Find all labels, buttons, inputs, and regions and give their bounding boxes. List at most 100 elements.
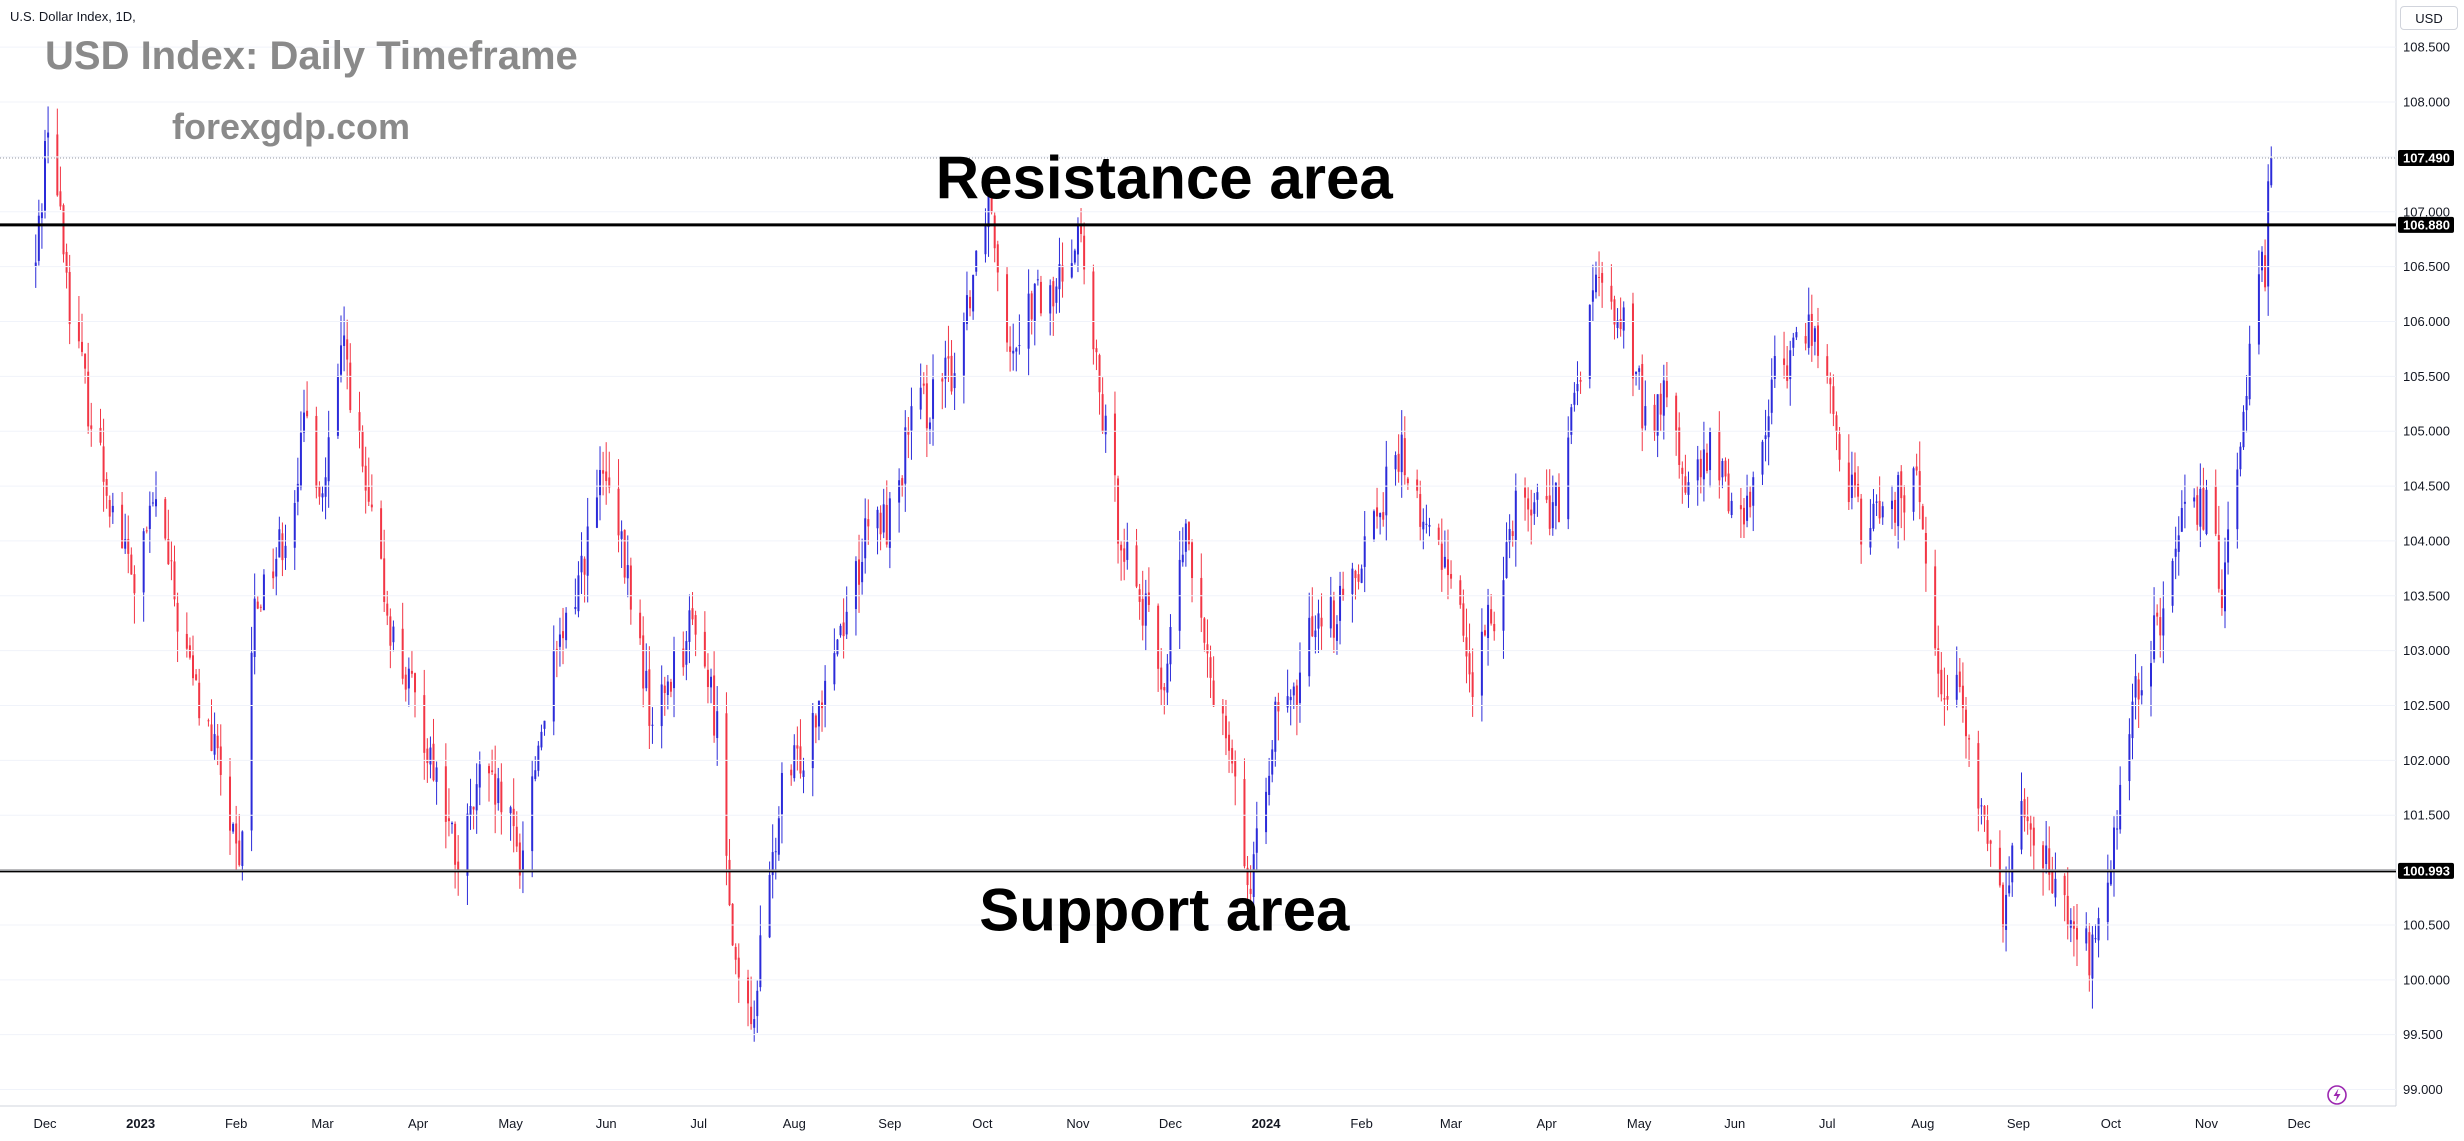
candle-body <box>1804 336 1807 344</box>
candle-body <box>188 645 191 658</box>
candle-body <box>444 766 447 822</box>
time-tick-label: Aug <box>783 1116 806 1131</box>
candle-body <box>2140 690 2143 696</box>
candle-body <box>262 574 265 611</box>
candle-body <box>586 526 589 576</box>
candle-body <box>1989 840 1992 844</box>
candle-body <box>124 539 127 549</box>
candle-body <box>1678 427 1681 465</box>
candle-body <box>1394 455 1397 470</box>
candle-body <box>947 356 950 359</box>
candle-body <box>1961 685 1964 709</box>
candle-body <box>2011 845 2014 883</box>
candle-body <box>2088 932 2091 976</box>
candle-body <box>839 625 842 636</box>
candle-body <box>2134 676 2137 698</box>
candle-body <box>62 205 65 255</box>
candle-body <box>1428 524 1431 527</box>
candle-body <box>293 502 296 548</box>
candle-body <box>1255 828 1258 853</box>
candle-body <box>1752 477 1755 506</box>
candle-body <box>232 824 235 832</box>
candle-body <box>1937 648 1940 674</box>
candle-body <box>2227 529 2230 563</box>
candle-body <box>854 561 857 610</box>
candle-body <box>1826 356 1829 377</box>
candle-body <box>1533 502 1536 514</box>
candle-body <box>824 680 827 705</box>
candle-body <box>1289 696 1292 701</box>
candle-body <box>494 773 497 805</box>
price-tick-label: 103.500 <box>2403 588 2450 603</box>
candle-body <box>512 808 515 827</box>
candle-body <box>1983 805 1986 817</box>
candle-body <box>2023 799 2026 818</box>
symbol-info[interactable]: U.S. Dollar Index, 1D, <box>10 9 136 24</box>
candle-body <box>457 861 460 872</box>
time-axis[interactable]: Dec 2023 Feb Mar Apr May Jun Jul Aug Sep Oct Nov Dec… <box>33 1116 2311 1131</box>
candle-body <box>928 422 931 429</box>
candle-body <box>1702 449 1705 480</box>
candle-body <box>2048 848 2051 875</box>
candle-body <box>429 747 432 765</box>
candle-body <box>1052 281 1055 307</box>
candle-body <box>1385 466 1388 516</box>
time-tick-label: Feb <box>1350 1116 1372 1131</box>
candle-body <box>1400 434 1403 473</box>
candle-body <box>1311 616 1314 637</box>
candle-body <box>1786 365 1789 381</box>
candle-body <box>370 504 373 508</box>
candle-body <box>1622 307 1625 331</box>
candle-body <box>1591 290 1594 302</box>
candle-body <box>1080 226 1083 234</box>
candle-body <box>361 431 364 467</box>
time-tick-label: Jun <box>1724 1116 1745 1131</box>
candle-body <box>380 508 383 559</box>
candle-body <box>1869 528 1872 548</box>
candle-body <box>318 486 321 497</box>
candle-body <box>1545 495 1548 500</box>
currency-button[interactable]: USD <box>2400 6 2458 30</box>
candle-body <box>944 357 947 379</box>
candle-body <box>2239 446 2242 470</box>
candle-body <box>1588 304 1591 379</box>
candle-body <box>669 681 672 692</box>
candle-body <box>716 711 719 739</box>
candle-body <box>1659 393 1662 415</box>
candle-body <box>491 770 494 773</box>
candle-body <box>771 852 774 876</box>
candle-body <box>639 612 642 639</box>
candle-body <box>2137 679 2140 700</box>
candle-body <box>2051 870 2054 894</box>
candle-body <box>1810 313 1813 346</box>
candle-body <box>725 713 728 856</box>
candle-body <box>1641 363 1644 429</box>
time-tick-label: Jul <box>1819 1116 1836 1131</box>
candle-body <box>648 669 651 726</box>
candle-body <box>602 470 605 474</box>
candle-body <box>1030 293 1033 320</box>
price-tick-label: 100.000 <box>2403 972 2450 987</box>
lightning-icon[interactable] <box>2326 1084 2348 1106</box>
candle-body <box>466 813 469 876</box>
candle-body <box>651 724 654 726</box>
candle-body <box>284 545 287 558</box>
candle-body <box>2069 920 2072 928</box>
candle-body <box>1166 663 1169 693</box>
candle-body <box>833 653 836 685</box>
candle-body <box>1372 511 1375 539</box>
time-tick-label: Dec <box>1159 1116 1183 1131</box>
candle-body <box>1157 605 1160 669</box>
candle-body <box>392 626 395 643</box>
candle-body <box>173 561 176 600</box>
price-axis[interactable]: 108.500108.000107.500107.000106.500106.0… <box>0 40 2450 1097</box>
time-tick-label: Sep <box>878 1116 901 1131</box>
candle-body <box>1126 541 1129 560</box>
candle-body <box>540 731 543 748</box>
candle-body <box>1163 687 1166 691</box>
candle-body <box>1098 355 1101 393</box>
candle-body <box>1890 500 1893 510</box>
candle-body <box>133 574 136 594</box>
